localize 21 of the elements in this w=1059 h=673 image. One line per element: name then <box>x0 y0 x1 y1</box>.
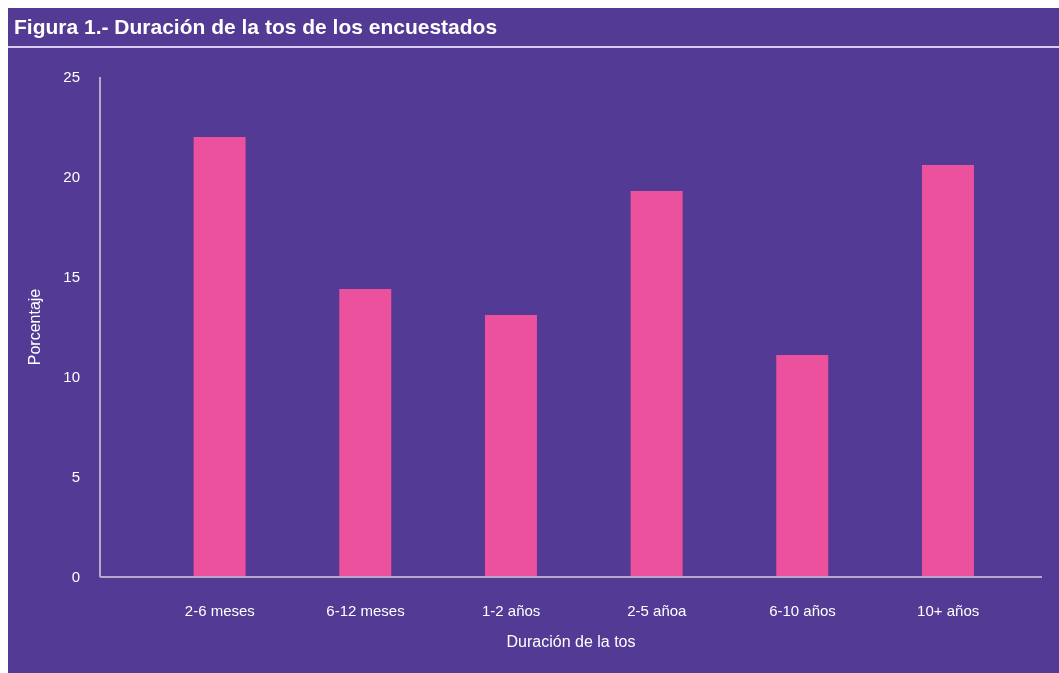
bar <box>776 355 829 577</box>
y-tick-label: 20 <box>63 168 80 186</box>
x-axis-title: Duración de la tos <box>506 633 636 650</box>
bar <box>339 289 392 577</box>
y-tick-label: 15 <box>63 268 80 286</box>
y-tick-label: 10 <box>63 368 80 386</box>
x-tick-label: 1-2 años <box>481 601 541 619</box>
x-tick-label: 10+ años <box>917 601 980 619</box>
bar <box>484 315 537 577</box>
y-axis-title: Porcentaje <box>25 288 43 366</box>
x-tick-label: 6-12 meses <box>326 601 405 619</box>
y-tick-label: 0 <box>71 568 80 586</box>
x-tick-label: 6-10 años <box>769 601 836 619</box>
x-tick-label: 2-6 meses <box>184 601 255 619</box>
chart-title: Figura 1.- Duración de la tos de los encuestados <box>8 8 1059 48</box>
bar <box>921 165 974 577</box>
y-tick-label: 5 <box>71 468 80 486</box>
bar <box>193 137 246 577</box>
y-tick-label: 25 <box>63 68 80 86</box>
x-tick-label: 2-5 añoa <box>627 601 688 619</box>
bar <box>630 191 683 577</box>
